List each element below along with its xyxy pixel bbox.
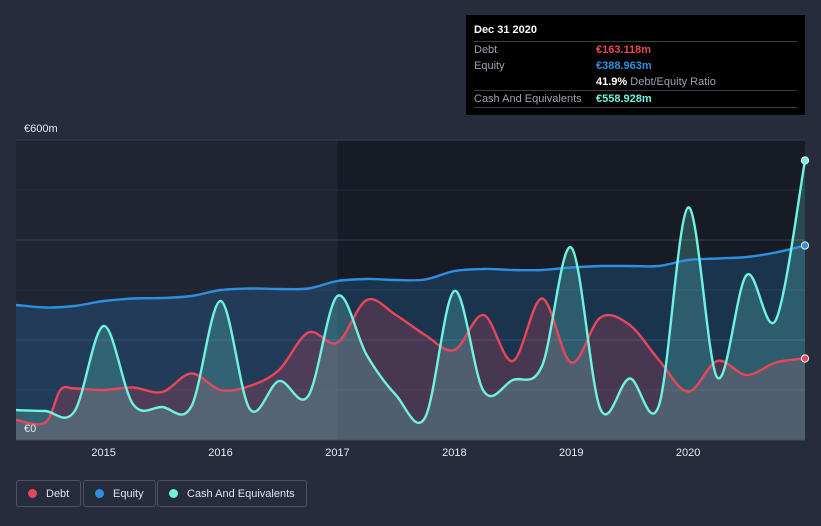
cash-and-equivalents-end-marker: [800, 156, 810, 165]
legend-equity-label: Equity: [113, 487, 144, 500]
equity-area: [16, 245, 805, 440]
x-tick-label: 2018: [442, 447, 467, 459]
x-tick-label: 2019: [558, 447, 584, 459]
cash-and-equivalents-line[interactable]: [15, 160, 807, 425]
legend-cash-dot: [169, 489, 178, 498]
legend-debt-dot: [28, 489, 37, 498]
series-lines[interactable]: [15, 160, 807, 426]
equity-end-marker: [800, 241, 810, 250]
tooltip: Dec 31 2020 Debt €163.118m Equity €388.9…: [466, 15, 805, 115]
x-tick-label: 2020: [675, 447, 701, 459]
y-tick-label-zero: €0: [24, 423, 37, 435]
debt-area: [16, 298, 805, 440]
tooltip-ratio-label: Debt/Equity Ratio: [630, 76, 716, 88]
debt-end-marker: [800, 354, 810, 363]
tooltip-cash-label: Cash And Equivalents: [474, 93, 582, 105]
tooltip-cash-value: €558.928m: [596, 93, 652, 105]
y-tick-label-max: €600m: [24, 123, 58, 135]
tooltip-row-debt: Debt €163.118m: [474, 41, 797, 58]
x-tick-label: 2015: [91, 447, 116, 459]
tooltip-equity-label: Equity: [474, 60, 505, 72]
tooltip-row-ratio: 41.9% Debt/Equity Ratio: [474, 74, 797, 90]
legend-equity-button[interactable]: Equity: [83, 480, 156, 507]
x-tick-label: 2016: [208, 447, 233, 459]
tooltip-equity-value: €388.963m: [596, 60, 652, 72]
tooltip-debt-label: Debt: [474, 44, 498, 56]
tooltip-ratio-value: 41.9%: [596, 76, 628, 88]
tooltip-debt-value: €163.118m: [596, 44, 652, 56]
equity-line[interactable]: [15, 244, 806, 309]
end-markers: [800, 156, 810, 363]
tooltip-date: Dec 31 2020: [474, 24, 537, 36]
legend-equity-dot: [95, 489, 104, 498]
cash-and-equivalents-area: [16, 160, 805, 440]
tooltip-row-cash: Cash And Equivalents €558.928m: [474, 90, 797, 108]
legend-debt-button[interactable]: Debt: [16, 480, 82, 507]
legend-cash-button[interactable]: Cash And Equivalents: [157, 480, 307, 507]
series-areas: [16, 160, 805, 440]
tooltip-row-equity: Equity €388.963m: [474, 58, 797, 74]
legend-debt-label: Debt: [46, 487, 70, 500]
x-tick-label: 2017: [325, 447, 350, 459]
legend-cash-label: Cash And Equivalents: [187, 487, 295, 500]
